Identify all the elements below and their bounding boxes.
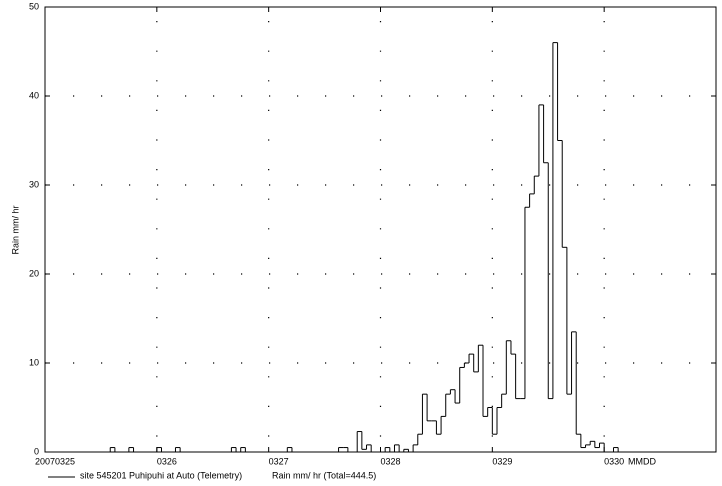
x-tick-label: 0327 [269, 456, 289, 466]
x-axis-label: MMDD [628, 456, 656, 466]
y-axis-label: Rain mm/ hr [10, 205, 20, 254]
legend-label: site 545201 Puhipuhi at Auto (Telemetry) [80, 470, 242, 480]
y-tick-label: 10 [29, 357, 39, 367]
y-tick-label: 40 [29, 90, 39, 100]
y-tick-label: 20 [29, 268, 39, 278]
plot-frame [44, 6, 717, 453]
x-tick-label: 0328 [381, 456, 401, 466]
y-tick-label: 30 [29, 179, 39, 189]
x-tick-label: 0330 [604, 456, 624, 466]
y-tick-label: 0 [34, 446, 39, 456]
x-tick-label: 0326 [157, 456, 177, 466]
x-tick-label: 0329 [492, 456, 512, 466]
y-tick-label: 50 [29, 1, 39, 11]
legend-note: Rain mm/ hr (Total=444.5) [272, 470, 376, 480]
x-tick-label: 20070325 [35, 456, 75, 466]
